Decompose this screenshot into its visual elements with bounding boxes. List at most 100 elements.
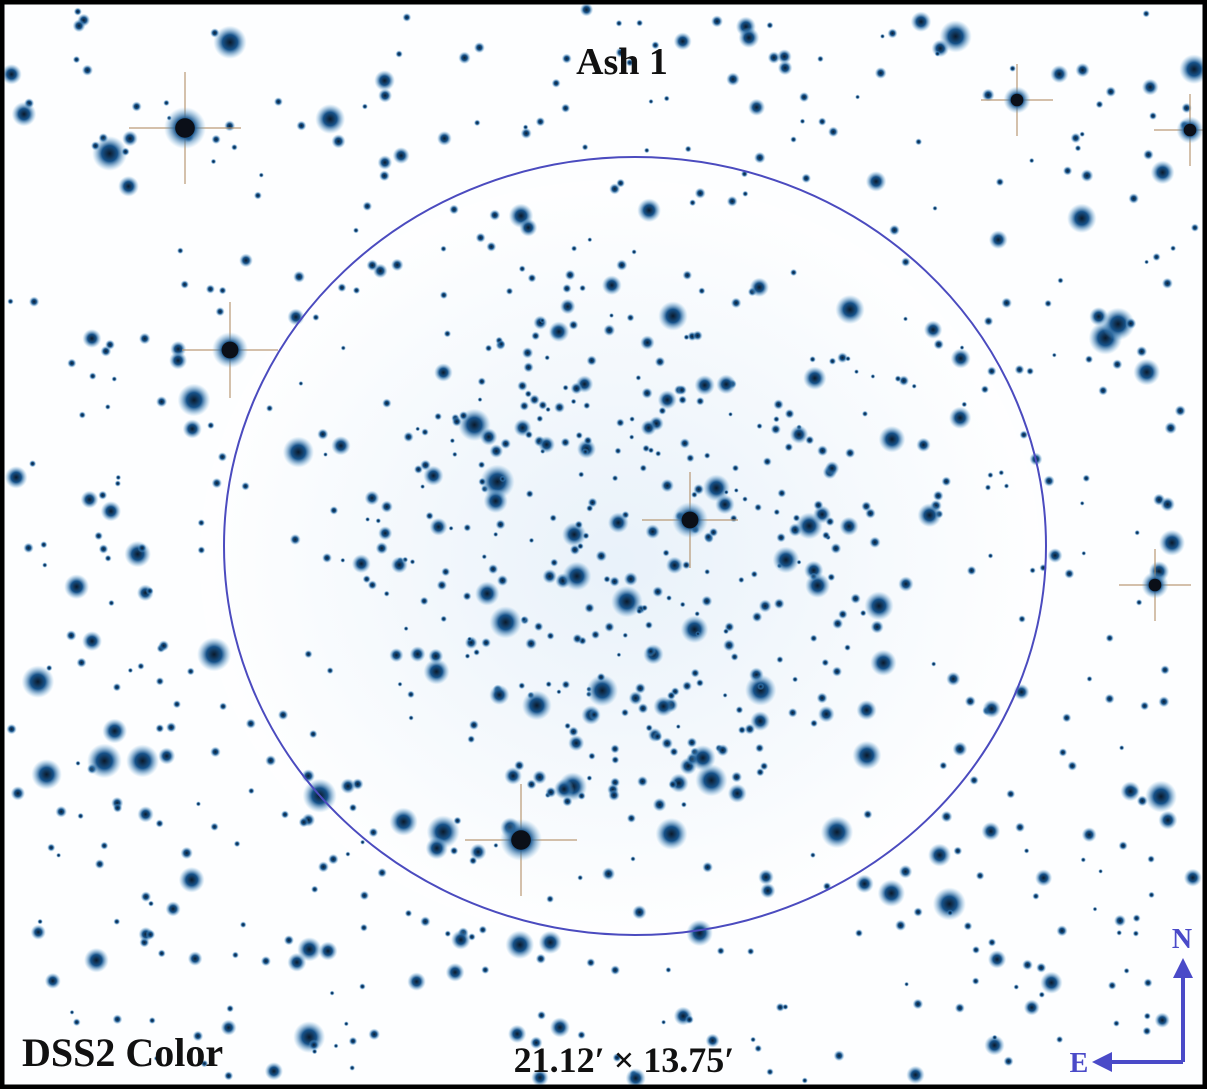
- star: [669, 747, 679, 757]
- star: [377, 867, 387, 878]
- star: [983, 316, 994, 327]
- star: [205, 284, 215, 294]
- star: [917, 503, 942, 528]
- star: [581, 448, 590, 456]
- star: [528, 537, 535, 544]
- star: [419, 596, 429, 606]
- star: [317, 428, 329, 440]
- star: [777, 60, 793, 76]
- star: [680, 801, 687, 808]
- star: [451, 930, 471, 950]
- star: [750, 570, 758, 578]
- star: [360, 839, 366, 845]
- star: [197, 637, 232, 672]
- star: [403, 431, 414, 443]
- star: [423, 465, 444, 486]
- star: [895, 919, 907, 932]
- star: [1001, 297, 1012, 309]
- star: [1023, 999, 1040, 1016]
- star: [969, 775, 979, 785]
- star: [407, 690, 415, 699]
- star: [1161, 277, 1173, 289]
- star: [782, 1003, 789, 1011]
- star: [803, 366, 827, 390]
- star: [94, 859, 105, 869]
- star: [730, 652, 739, 661]
- star: [623, 572, 638, 586]
- star: [733, 487, 739, 493]
- star: [666, 595, 672, 601]
- star: [533, 621, 544, 632]
- star: [349, 1065, 356, 1071]
- star: [950, 348, 971, 369]
- star: [477, 397, 483, 403]
- star-field: [1, 3, 1207, 1089]
- star: [155, 677, 165, 686]
- star: [790, 268, 798, 277]
- star: [716, 744, 729, 757]
- star: [603, 575, 611, 583]
- star: [233, 840, 241, 848]
- star: [583, 436, 593, 445]
- star: [735, 706, 744, 714]
- star: [789, 425, 809, 444]
- star: [1079, 500, 1085, 506]
- star: [493, 531, 499, 538]
- star: [822, 531, 830, 540]
- star: [1112, 359, 1123, 370]
- star: [378, 526, 393, 541]
- star: [856, 700, 877, 721]
- star: [211, 134, 221, 145]
- star: [122, 130, 138, 147]
- star: [698, 287, 706, 295]
- star: [531, 1069, 549, 1087]
- star: [682, 560, 691, 570]
- star: [505, 287, 514, 295]
- star: [603, 324, 616, 337]
- star: [1009, 65, 1016, 72]
- bright-star-core: [1183, 123, 1197, 137]
- star: [864, 591, 894, 621]
- star: [705, 1033, 720, 1048]
- star: [577, 1030, 586, 1040]
- star: [195, 801, 201, 807]
- star: [145, 587, 154, 595]
- star: [661, 737, 673, 750]
- star: [445, 962, 465, 982]
- star: [887, 28, 898, 39]
- star: [1181, 102, 1192, 114]
- star: [1107, 981, 1117, 990]
- star: [436, 580, 448, 591]
- star: [1104, 693, 1115, 704]
- star: [1047, 548, 1063, 563]
- star: [933, 339, 944, 350]
- star: [695, 396, 705, 406]
- star: [473, 648, 480, 656]
- star: [1098, 868, 1103, 874]
- star: [636, 19, 644, 27]
- star: [362, 575, 371, 584]
- star: [1058, 748, 1068, 757]
- star: [758, 869, 774, 885]
- bright-star-core: [511, 830, 531, 850]
- bright-star-core: [175, 118, 195, 138]
- star: [685, 1015, 694, 1024]
- star: [73, 7, 82, 16]
- star: [383, 590, 390, 597]
- star: [861, 410, 869, 417]
- star: [625, 1068, 646, 1089]
- star: [145, 929, 156, 940]
- star: [759, 762, 769, 771]
- star: [981, 821, 1001, 841]
- star: [904, 981, 909, 987]
- star: [449, 204, 459, 215]
- star: [880, 33, 885, 39]
- star: [114, 480, 122, 487]
- star: [579, 3, 594, 17]
- star: [186, 667, 195, 676]
- star: [663, 95, 670, 102]
- star: [817, 445, 828, 457]
- star: [118, 175, 139, 197]
- star: [105, 339, 115, 350]
